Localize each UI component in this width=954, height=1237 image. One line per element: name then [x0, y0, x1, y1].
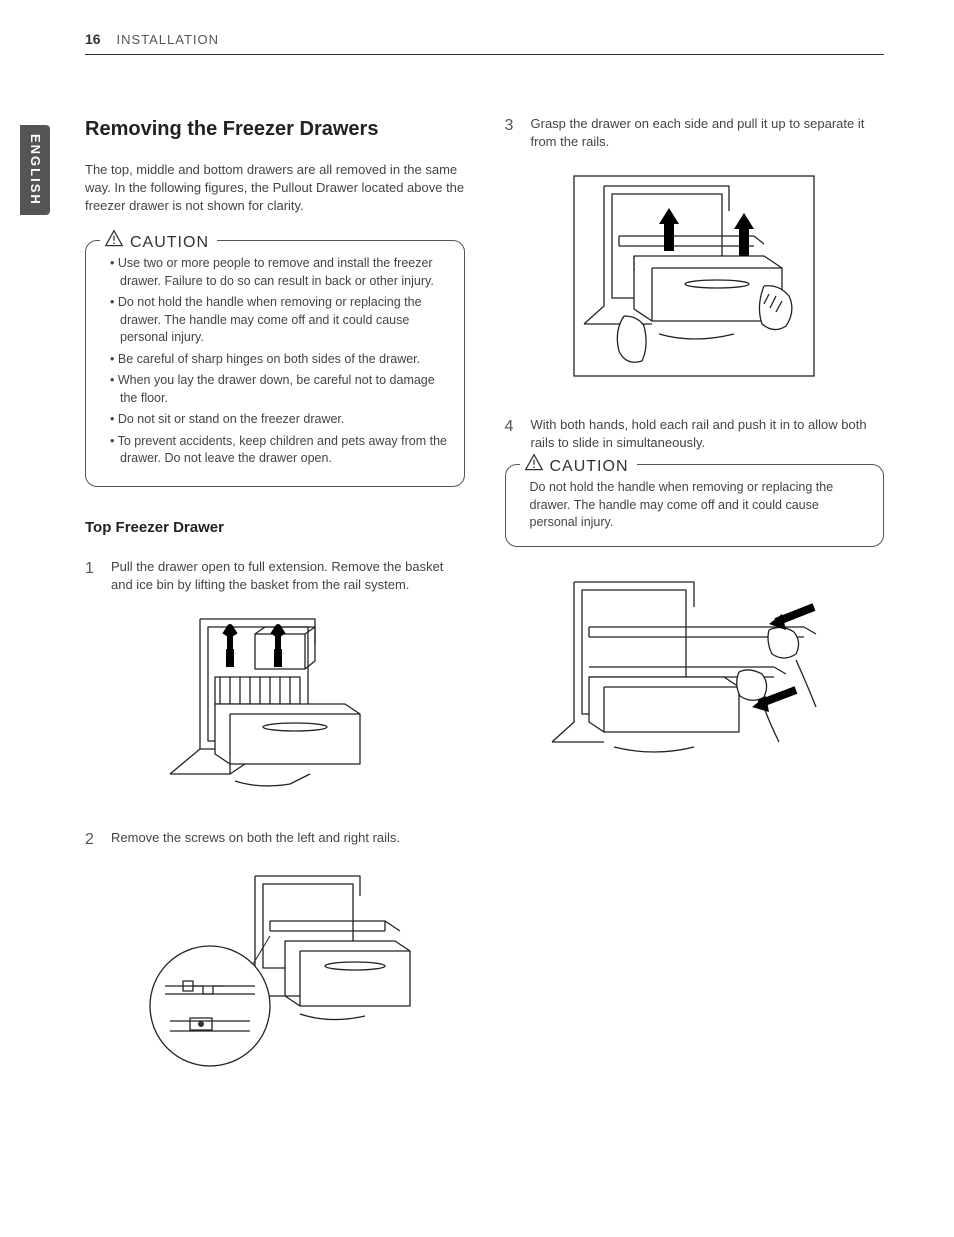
caution-text: Do not hold the handle when removing or …: [530, 479, 868, 532]
step-text: Pull the drawer open to full extension. …: [111, 558, 465, 594]
figure-step3: [505, 166, 885, 386]
caution-list: Use two or more people to remove and ins…: [110, 255, 448, 468]
caution-label-text: CAUTION: [130, 232, 209, 254]
warning-icon: [104, 229, 124, 256]
page-title: Removing the Freezer Drawers: [85, 115, 465, 143]
left-column: Removing the Freezer Drawers The top, mi…: [85, 115, 465, 1107]
caution-label: CAUTION: [520, 453, 637, 480]
step-1: 1 Pull the drawer open to full extension…: [85, 558, 465, 594]
step-3: 3 Grasp the drawer on each side and pull…: [505, 115, 885, 151]
caution-item: To prevent accidents, keep children and …: [110, 433, 448, 468]
caution-item: Use two or more people to remove and ins…: [110, 255, 448, 290]
page-number: 16: [85, 30, 101, 50]
right-column: 3 Grasp the drawer on each side and pull…: [505, 115, 885, 1107]
caution-box-main: CAUTION Use two or more people to remove…: [85, 240, 465, 487]
section-name: INSTALLATION: [116, 32, 219, 47]
step-2: 2 Remove the screws on both the left and…: [85, 829, 465, 851]
subheading: Top Freezer Drawer: [85, 517, 465, 538]
caution-label: CAUTION: [100, 229, 217, 256]
language-tab: ENGLISH: [20, 125, 50, 215]
step-text: Remove the screws on both the left and r…: [111, 829, 400, 851]
step-4: 4 With both hands, hold each rail and pu…: [505, 416, 885, 452]
step-number: 3: [505, 115, 519, 151]
step-number: 2: [85, 829, 99, 851]
figure-step4: [505, 572, 885, 782]
caution-item: Do not sit or stand on the freezer drawe…: [110, 411, 448, 429]
step-number: 4: [505, 416, 519, 452]
caution-item: When you lay the drawer down, be careful…: [110, 372, 448, 407]
caution-box-right: CAUTION Do not hold the handle when remo…: [505, 464, 885, 547]
step-number: 1: [85, 558, 99, 594]
warning-icon: [524, 453, 544, 480]
intro-text: The top, middle and bottom drawers are a…: [85, 161, 465, 216]
caution-item: Do not hold the handle when removing or …: [110, 294, 448, 347]
caution-label-text: CAUTION: [550, 456, 629, 478]
caution-item: Be careful of sharp hinges on both sides…: [110, 351, 448, 369]
page-header: 16 INSTALLATION: [85, 30, 884, 55]
step-text: Grasp the drawer on each side and pull i…: [531, 115, 885, 151]
figure-step2: [85, 866, 465, 1076]
figure-step1: [85, 609, 465, 799]
step-text: With both hands, hold each rail and push…: [531, 416, 885, 452]
